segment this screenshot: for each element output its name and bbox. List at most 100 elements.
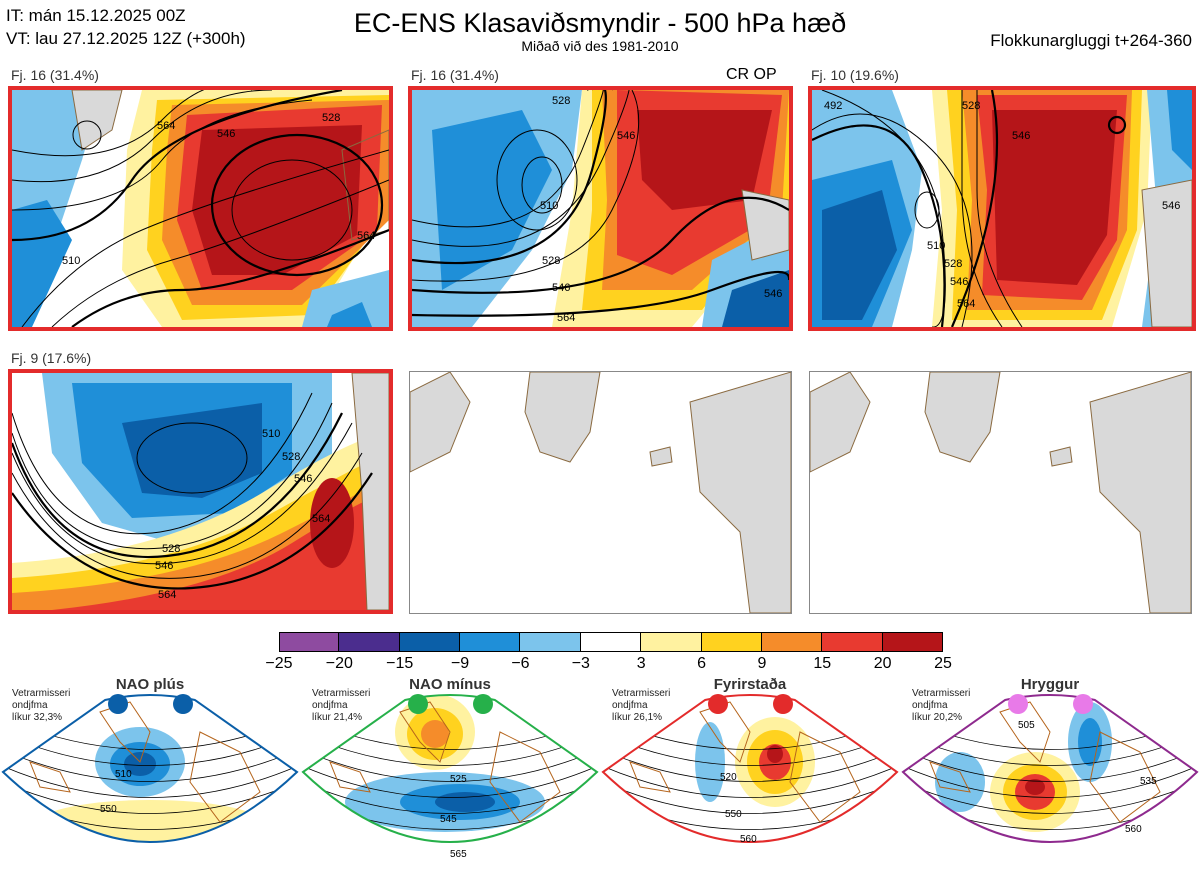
classification-window: Flokkunargluggi t+264-360 [990,31,1192,50]
contour-label: 528 [542,255,561,267]
contour-label: 528 [162,543,181,555]
regime-marker-dot [773,694,793,714]
contour-label: 564 [157,120,176,132]
cluster-map-3-plot [812,90,1192,327]
contour-label: 564 [357,230,376,242]
land-mass [410,372,471,473]
height-contour [900,845,1200,871]
anomaly-blob [421,720,449,748]
regime-note-line: ondjfma [612,700,648,711]
regime-frame [1,694,299,843]
height-contour [903,748,1197,782]
contour-label: 510 [540,200,559,212]
land-mass [810,372,871,473]
contour-label: 528 [962,100,981,112]
regime-note-line: líkur 20,2% [912,712,963,723]
panel-4-label: Fj. 9 (17.6%) [11,350,92,366]
darkred-anomaly [637,110,772,210]
contour-label: 564 [312,513,331,525]
contour-label: 564 [957,298,976,310]
regime-name: Hryggur [1020,676,1080,693]
land-mass [1141,179,1192,327]
colorbar-bin [520,632,581,652]
chart-subtitle: Miðað við des 1981-2010 [521,38,679,54]
anomaly-blob [435,792,495,812]
colorbar-bin [399,632,461,652]
regime-probability-note: Vetrarmisseri ondjfma líkur 32,3% [12,688,70,724]
empty-map-6-plot [810,372,1191,613]
regime-marker-dot [473,694,493,714]
colorbar-bin [761,632,823,652]
colorbar-bin [580,632,642,652]
height-contour [303,764,597,798]
regime-probability-note: Vetrarmisseri ondjfma líkur 26,1% [612,688,670,724]
blue-anomaly [12,200,72,327]
colorbar-tick-label: 15 [813,655,832,672]
valid-time: VT: lau 27.12.2025 12Z (+300h) [6,29,246,48]
contour-label: 546 [552,282,571,294]
land-mass [351,373,389,610]
colorbar-tick-label: −20 [325,655,353,672]
regime-marker-dot [108,694,128,714]
regime-name: NAO plús [115,676,185,693]
contour-label: 546 [1162,200,1181,212]
cluster-map-4-plot [12,373,389,610]
height-contour [603,748,897,782]
contour-label: 546 [764,288,783,300]
contour-label: 528 [552,95,571,107]
regime-marker-dot [708,694,728,714]
blue-anomaly [122,403,262,498]
cluster-map-1: 528 546 564 510 564 [8,86,393,331]
colorbar-bin [701,632,762,652]
darkred-anomaly [192,125,362,275]
regime-note-line: ondjfma [312,700,348,711]
regime-note-line: Vetrarmisseri [612,688,671,699]
colorbar-tick-label: −15 [386,655,414,672]
panel-2-label: Fj. 16 (31.4%) [411,67,499,83]
darkred-anomaly [992,110,1117,285]
regime-note-line: ondjfma [12,700,48,711]
colorbar-tick-label: −3 [571,655,590,672]
regime-marker-dot [1073,694,1093,714]
colorbar-tick-label: −6 [511,655,530,672]
regime-name: NAO mínus [409,676,491,693]
anomaly-blob [124,752,156,776]
regime-probability-note: Vetrarmisseri ondjfma líkur 20,2% [912,688,970,724]
regime-marker-dot [408,694,428,714]
regime-panel-2: 525 545 565 [301,694,599,860]
thick-contours [812,90,1127,327]
colorbar-tick-label: −25 [265,655,293,672]
land-mass [71,90,123,151]
height-contour [3,764,297,798]
contour-label: 510 [62,255,81,267]
regime-contour-label: 560 [1125,824,1142,835]
blue-anomaly [1167,90,1192,170]
contour-label: 510 [927,240,946,252]
anomaly-blob [1025,779,1045,795]
regime-contour-label: 520 [720,772,737,783]
colorbar-frame [279,632,943,652]
anomaly-blob [767,745,783,763]
thick-contours [412,90,789,317]
height-contours [412,90,640,282]
contour-label: 564 [557,312,576,324]
iceland [1049,446,1073,467]
land-mass [741,189,789,261]
height-contour [303,780,597,814]
height-contours [12,392,363,579]
issue-time: IT: mán 15.12.2025 00Z [6,6,186,25]
contour-label: 546 [294,473,313,485]
colorbar-tick-label: 3 [636,655,646,672]
coastline [341,129,389,241]
empty-map-5 [409,371,792,614]
regime-frame [901,694,1199,843]
height-contour [3,748,297,782]
panel-3-label: Fj. 10 (19.6%) [811,67,899,83]
regime-contour-label: 525 [450,774,467,785]
europe [1089,372,1191,613]
regime-note-line: Vetrarmisseri [312,688,371,699]
colorbar-bin [460,632,521,652]
regime-probability-note: Vetrarmisseri ondjfma líkur 21,4% [312,688,370,724]
regime-contour-label: 510 [115,769,132,780]
regime-panel-1: 510 550 [1,694,299,843]
